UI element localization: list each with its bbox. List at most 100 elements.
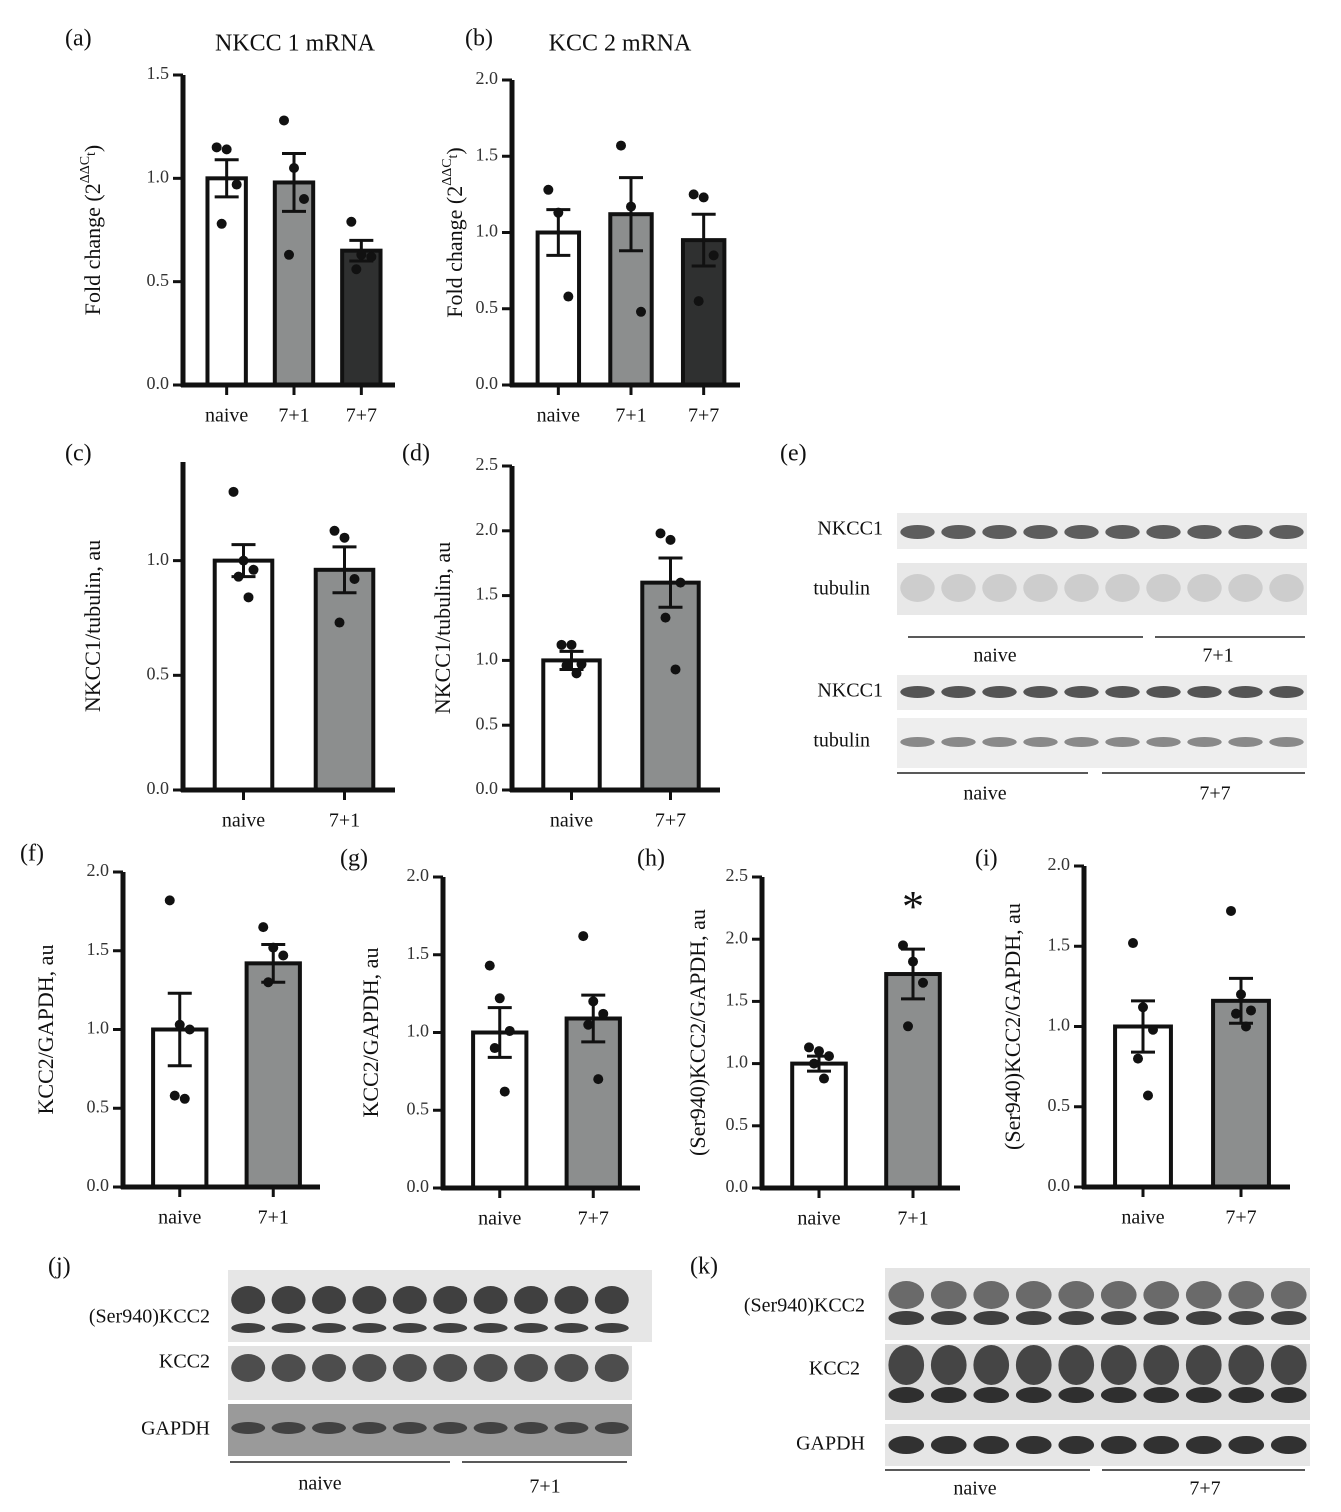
blot-band (1015, 1345, 1052, 1385)
y-tick-label: 1.5 (1048, 934, 1071, 954)
y-tick-label: 1.5 (476, 144, 499, 164)
data-point (563, 291, 574, 302)
y-tick-label: 0.0 (87, 1175, 110, 1195)
blot-band (1105, 686, 1140, 698)
y-tick-label: 0.5 (476, 713, 499, 733)
blot-band (312, 1422, 346, 1434)
blot-band (941, 525, 976, 539)
blot-band (1187, 574, 1222, 602)
blot-band (352, 1354, 387, 1382)
data-point (489, 1043, 500, 1054)
blot-band (1269, 737, 1304, 747)
blot-band (554, 1323, 589, 1333)
data-point (179, 1093, 190, 1104)
data-point (494, 993, 505, 1004)
blot-band (1185, 1311, 1222, 1325)
blot-band (900, 525, 935, 539)
blot-band (554, 1286, 589, 1314)
row-label: tubulin (813, 730, 870, 752)
blot-band (982, 574, 1017, 602)
x-tick-label: naive (550, 810, 593, 832)
blot-band (1146, 737, 1181, 747)
blot-band (312, 1286, 346, 1314)
blot-band (888, 1311, 925, 1325)
blot-band (1187, 686, 1222, 698)
x-tick-label: 7+7 (655, 810, 686, 832)
blot-band (514, 1323, 548, 1333)
blot-band (271, 1354, 306, 1382)
data-point (543, 184, 554, 195)
bar (535, 230, 582, 387)
bar-chart: (c) NKCC1/tubulin, au 0.0 0.5 1.0 naive 7+1 (65, 441, 395, 832)
data-point (184, 1024, 195, 1035)
y-tick-label: 0.0 (407, 1176, 430, 1196)
blot-band (973, 1387, 1010, 1403)
panel-label: (k) (690, 1254, 718, 1280)
error-bar (619, 176, 643, 253)
data-point (809, 1058, 819, 1069)
blot-band (1228, 1311, 1265, 1325)
bar-chart: (a) NKCC 1 mRNA Fold change (2ΔΔCt) 0.0 0.5 1… (65, 26, 395, 427)
data-point (334, 617, 345, 628)
blot-band (514, 1286, 548, 1314)
blot-band (941, 574, 976, 602)
blot-band (1143, 1311, 1180, 1325)
blot-band (1015, 1436, 1052, 1454)
y-tick-label: 2.0 (726, 927, 749, 947)
y-tick-label: 1.0 (147, 549, 170, 569)
y-tick-label: 0.0 (476, 778, 499, 798)
x-tick-label: 7+7 (346, 405, 377, 427)
x-tick-label: 7+1 (897, 1208, 928, 1230)
data-point (1231, 1008, 1241, 1019)
panel-label: (h) (637, 846, 665, 872)
y-label-sup: ΔΔC (78, 156, 93, 183)
y-tick-label: 0.5 (1048, 1095, 1071, 1115)
blot-band (1146, 525, 1181, 539)
blot-band (1185, 1387, 1222, 1403)
group-label: 7+1 (1202, 645, 1233, 667)
blot-band (1270, 1436, 1307, 1454)
bar (205, 176, 248, 387)
data-point (636, 306, 646, 317)
x-tick-label: 7+7 (688, 405, 719, 427)
data-point (284, 249, 294, 260)
data-point (908, 956, 918, 967)
data-point (556, 639, 567, 650)
error-bar (332, 545, 357, 595)
data-point (824, 1051, 834, 1062)
row-label: GAPDH (796, 1433, 865, 1455)
blot-band (973, 1311, 1010, 1325)
y-tick-label: 2.0 (87, 860, 110, 880)
blot-band (1269, 525, 1304, 539)
blot-band (473, 1422, 508, 1434)
blot-band (1015, 1311, 1052, 1325)
blot-band (1228, 1345, 1265, 1385)
blot-band (930, 1311, 967, 1325)
blots: (e) NKCC1 tubulin NKCC1 tubulin naive 7+… (48, 441, 1310, 1500)
error-bar (658, 556, 683, 609)
x-tick-label: naive (478, 1208, 521, 1230)
bar-chart: (b) KCC 2 mRNA Fold change (2ΔΔCt) 0.0 0.5 1.… (440, 26, 740, 427)
y-label-sub: t (446, 154, 461, 158)
blot-band (888, 1436, 925, 1454)
y-label-sub: t (84, 152, 99, 156)
data-point (1128, 938, 1138, 949)
data-point (228, 486, 239, 497)
chart-title: NKCC 1 mRNA (215, 31, 376, 57)
data-point (346, 216, 357, 227)
y-tick-label: 1.0 (476, 221, 499, 241)
blot-band (900, 686, 935, 698)
blot-band (888, 1345, 925, 1385)
y-axis-label: (Ser940)KCC2/GAPDH, au (685, 909, 710, 1156)
data-point (688, 189, 699, 200)
blot-band (594, 1422, 629, 1434)
x-tick-label: naive (1121, 1207, 1164, 1229)
y-tick-label: 0.0 (147, 373, 170, 393)
blot-band (1143, 1436, 1180, 1454)
blot-band (1146, 574, 1181, 602)
blot-band (433, 1422, 468, 1434)
data-point (918, 977, 928, 988)
panel-label: (i) (975, 846, 998, 872)
data-point (216, 218, 227, 229)
data-point (289, 163, 299, 173)
